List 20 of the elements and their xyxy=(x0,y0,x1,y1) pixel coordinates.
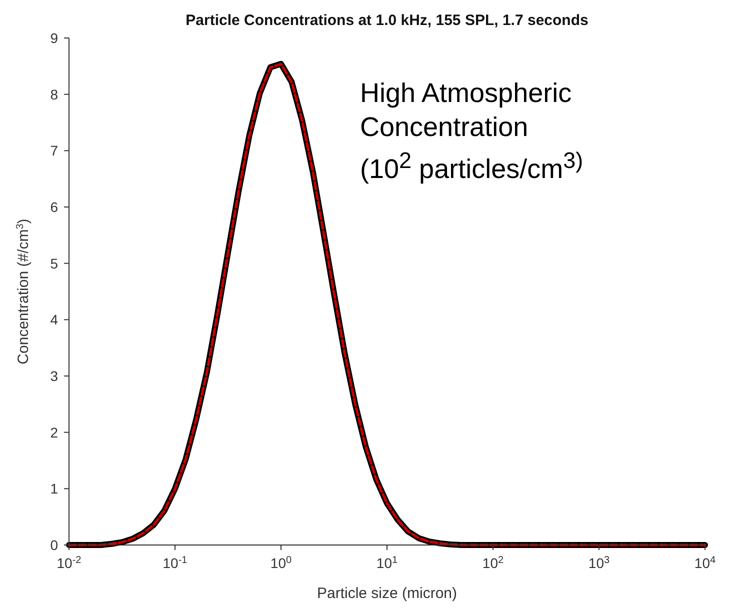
x-tick-label: 10$^{1}$ xyxy=(376,554,398,571)
y-tick-label: 3 xyxy=(50,368,58,384)
y-tick-label: 4 xyxy=(50,312,58,328)
x-tick-label: 10$^{4}$ xyxy=(694,554,716,571)
y-tick-label: 6 xyxy=(50,199,58,215)
x-tick-label: 10$^{-1}$ xyxy=(162,554,188,571)
y-tick-label: 9 xyxy=(50,30,58,46)
y-tick-label: 5 xyxy=(50,255,58,272)
y-tick-label: 7 xyxy=(50,142,58,159)
x-tick-label: 10$^{3}$ xyxy=(588,554,610,571)
x-tick-label: 10$^{0}$ xyxy=(270,554,292,571)
y-tick-label: 8 xyxy=(50,86,58,102)
y-tick-label: 0 xyxy=(50,537,58,553)
x-axis-title: Particle size (micron) xyxy=(316,585,458,602)
x-tick-label: 10$^{2}$ xyxy=(482,554,504,571)
chart-title: Particle Concentrations at 1.0 kHz, 155 SPL, 1.7 seconds xyxy=(184,12,590,29)
annotation: High Atmospheric Concentration (10$^{2}$ particles/cm$^{3)}$ xyxy=(360,77,584,186)
y-tick-label: 2 xyxy=(50,424,58,440)
x-tick-label: 10$^{-2}$ xyxy=(56,554,82,571)
y-tick-label: 1 xyxy=(50,480,58,497)
